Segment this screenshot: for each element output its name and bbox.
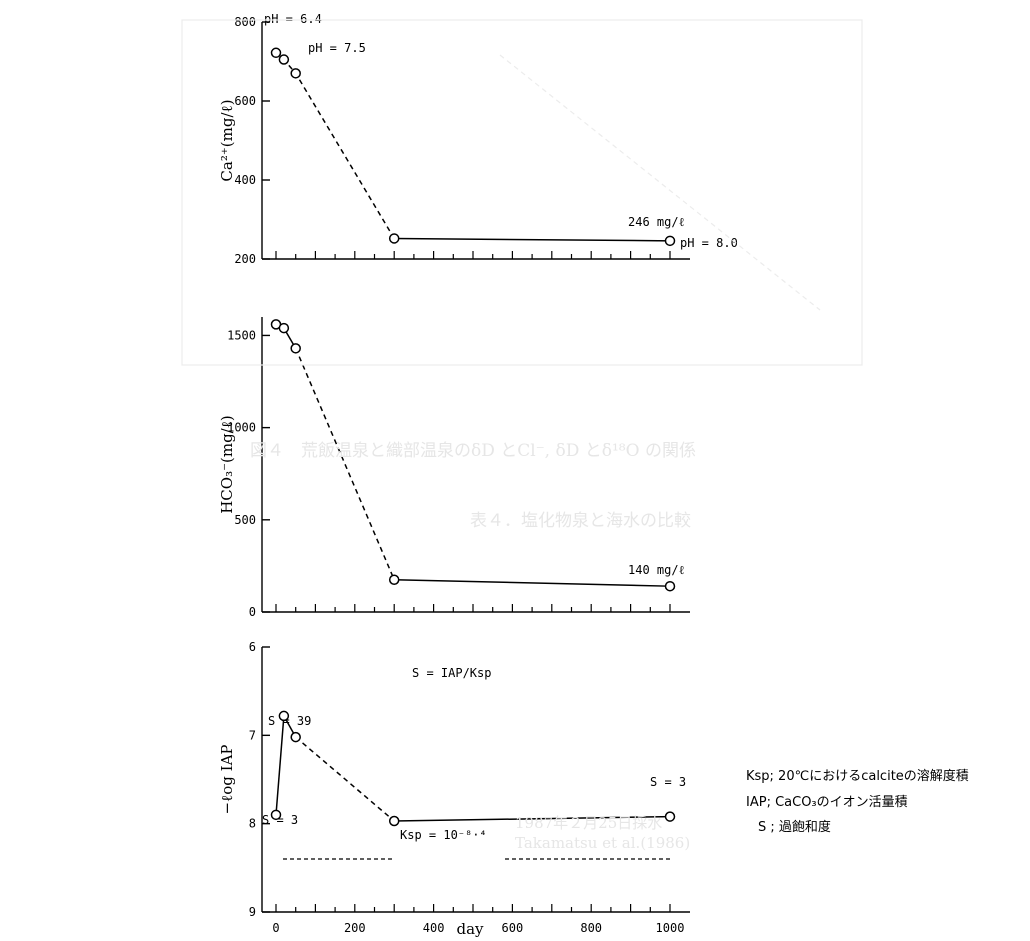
panel-2-point-3: [388, 815, 400, 827]
panel-1-point-1: [278, 322, 290, 334]
panel-2-point-2: [290, 731, 301, 743]
annotation-ph-7-5: pH = 7.5: [308, 41, 366, 55]
panel-0-ytick-label-2: 600: [234, 94, 256, 108]
panel-2-point-0: [270, 809, 282, 821]
panel-1-point-2: [290, 343, 301, 354]
panel-1-series-2: [394, 578, 671, 587]
panel-0-point-1: [278, 54, 290, 65]
ghost-figure-caption: 図４ 荒飯温泉と織部温泉のδD とCl⁻, δD とδ¹⁸O の関係: [250, 441, 696, 461]
ghost-plot-frame: [181, 19, 863, 366]
panel-0-ylabel: Ca²⁺(mg/ℓ): [218, 99, 236, 181]
panel-1-ytick-label-0: 0: [249, 605, 256, 619]
annotation-s-3-left: S = 3: [262, 813, 298, 827]
panel-0-series-1: [394, 237, 671, 242]
panel-2-xtick-label-2: 400: [423, 921, 445, 935]
panel-2-ytick-label-1: 7: [249, 728, 256, 742]
panel-0-point-3: [388, 233, 400, 244]
annotation-s-3-right: S = 3: [650, 775, 686, 789]
panel-2-xtick-label-0: 0: [272, 921, 279, 935]
annotation-s-39: S = 39: [268, 714, 311, 728]
panel-2-series-3: [394, 815, 671, 822]
panel-1-ytick-label-3: 1500: [227, 328, 256, 342]
ghost-note-1: 1987年２月25日採水: [515, 814, 663, 832]
panel-1-series-1: [295, 348, 395, 581]
panel-0-point-4: [664, 235, 676, 247]
panel-2-point-4: [664, 811, 676, 822]
panel-0-ytick-label-3: 800: [234, 15, 256, 29]
legend-iap: IAP; CaCO₃のイオン活量積: [746, 795, 908, 810]
panel-2-xtick-label-3: 600: [502, 921, 524, 935]
annotation-ph-8-0: pH = 8.0: [680, 236, 738, 250]
panel-2-ytick-label-2: 8: [249, 817, 256, 831]
panel-0-point-2: [290, 68, 301, 79]
annotation-s-equation: S = IAP/Ksp: [412, 666, 491, 680]
panel-1-ytick-label-1: 500: [234, 513, 256, 527]
panel-2-ylabel: −ℓog IAP: [218, 744, 236, 814]
panel-0-series-0: [275, 52, 395, 239]
panel-2-point-1: [278, 710, 290, 722]
annotation-ph-6-4: pH = 6.4: [264, 12, 322, 26]
annotation-140: 140 mg/ℓ: [628, 563, 685, 577]
ghost-line: [499, 54, 821, 311]
panel-1-ytick-label-2: 1000: [227, 421, 256, 435]
panel-2-ytick-label-0: 6: [249, 640, 256, 654]
panel-2-xtick-label-1: 200: [344, 921, 366, 935]
panel-1-ylabel: HCO₃⁻(mg/ℓ): [218, 415, 236, 514]
panel-0-ytick-label-0: 200: [234, 252, 256, 266]
annotation-246: 246 mg/ℓ: [628, 215, 685, 229]
legend-s: S ; 過飽和度: [758, 820, 831, 835]
panel-0-point-0: [270, 47, 282, 59]
panel-2-ytick-label-3: 9: [249, 905, 256, 919]
legend-ksp: Ksp; 20℃におけるcalciteの溶解度積: [746, 769, 969, 784]
panel-0-ytick-label-1: 400: [234, 173, 256, 187]
panel-1-point-4: [664, 580, 676, 592]
annotation-ksp: Ksp = 10⁻⁸·⁴: [400, 828, 487, 842]
panel-2-series-0: [275, 715, 285, 815]
panel-2-xtick-label-4: 800: [580, 921, 602, 935]
ghost-table-title: 表４．塩化物泉と海水の比較: [470, 511, 691, 531]
panel-2-xlabel: day: [456, 920, 484, 938]
panel-1-point-3: [388, 574, 400, 585]
panel-2-series-2: [295, 736, 395, 822]
ghost-note-2: Takamatsu et al.(1986): [515, 834, 691, 852]
panel-2-xtick-label-5: 1000: [656, 921, 685, 935]
